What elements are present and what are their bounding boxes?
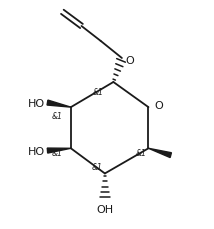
Text: &1: &1 [92,162,103,171]
Polygon shape [47,148,71,153]
Text: O: O [155,101,163,111]
Text: HO: HO [28,146,45,156]
Text: &1: &1 [52,149,62,158]
Polygon shape [47,101,71,108]
Text: O: O [125,56,134,65]
Text: &1: &1 [93,87,104,96]
Text: &1: &1 [52,111,62,120]
Text: HO: HO [28,98,45,108]
Text: OH: OH [96,204,113,214]
Text: &1: &1 [136,149,146,158]
Polygon shape [149,149,171,158]
